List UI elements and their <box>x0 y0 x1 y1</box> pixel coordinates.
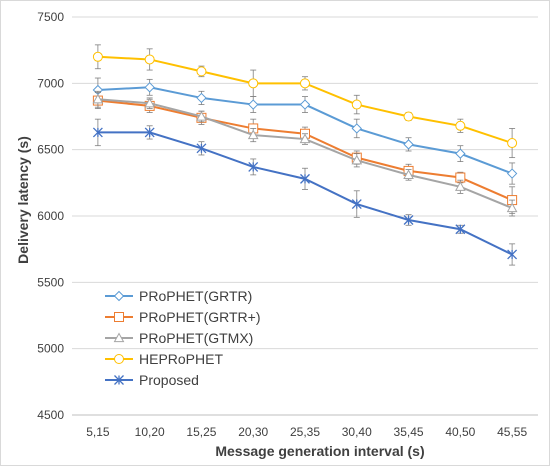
series-prophet-grtr- <box>92 77 518 185</box>
y-tick-label: 6000 <box>37 209 64 223</box>
circle-marker <box>114 354 124 364</box>
circle-marker <box>144 54 155 65</box>
square-marker <box>114 312 124 322</box>
y-tick-label: 7000 <box>37 76 64 90</box>
circle-marker <box>196 66 207 77</box>
y-tick-label: 4500 <box>37 408 64 422</box>
diamond-marker <box>144 82 155 93</box>
diamond-marker <box>113 290 125 302</box>
circle-marker <box>92 51 103 62</box>
star-marker <box>196 143 207 154</box>
triangle-marker <box>196 110 207 121</box>
circle-marker <box>507 138 518 149</box>
y-tick-label: 5000 <box>37 342 64 356</box>
series-heprophet <box>92 44 518 159</box>
legend-item: Proposed <box>105 372 199 388</box>
series-group <box>92 44 518 266</box>
triangle-marker <box>351 154 363 165</box>
star-marker <box>114 375 124 385</box>
circle-marker <box>248 78 259 89</box>
legend-item: PRoPHET(GRTR) <box>105 288 252 304</box>
legend-item: PRoPHET(GTMX) <box>105 330 253 346</box>
triangle-marker <box>454 181 466 191</box>
star-marker <box>92 127 103 138</box>
x-tick-label: 5,15 <box>86 425 110 439</box>
diamond-marker <box>403 139 414 150</box>
x-tick-label: 35,45 <box>394 425 424 439</box>
x-tick-label: 10,20 <box>135 425 165 439</box>
triangle-marker <box>299 133 311 144</box>
legend-label: PRoPHET(GRTR) <box>139 288 252 304</box>
star-marker <box>507 249 518 260</box>
star-marker <box>403 215 414 225</box>
triangle-marker <box>403 169 414 179</box>
y-axis-ticks: 4500 5000 5500 6000 6500 7000 7500 <box>37 10 64 422</box>
circle-marker <box>300 78 310 89</box>
y-axis-title: Delivery latency (s) <box>15 136 31 264</box>
star-marker <box>248 161 259 172</box>
triangle-marker <box>506 202 518 213</box>
triangle-marker <box>92 93 104 104</box>
x-tick-label: 25,35 <box>290 425 320 439</box>
diamond-marker <box>455 148 466 159</box>
x-tick-label: 15,25 <box>186 425 216 439</box>
x-axis-title: Message generation interval (s) <box>215 443 424 459</box>
x-axis-ticks: 5,15 10,20 15,25 20,30 25,35 30,40 35,45 40,50 4… <box>86 425 527 439</box>
diamond-marker <box>248 99 259 110</box>
y-tick-label: 6500 <box>37 143 64 157</box>
triangle-marker <box>144 97 156 108</box>
y-tick-label: 7500 <box>37 10 64 24</box>
x-tick-label: 45,55 <box>497 425 527 439</box>
diamond-marker <box>351 123 362 134</box>
circle-marker <box>455 120 466 131</box>
circle-marker <box>403 111 414 122</box>
diamond-marker <box>196 92 207 104</box>
star-marker <box>144 127 155 138</box>
legend: PRoPHET(GRTR) PRoPHET(GRTR+) PRoPHET(GTMX)… <box>105 288 260 388</box>
x-tick-label: 40,50 <box>445 425 475 439</box>
star-marker <box>351 199 362 210</box>
series-proposed <box>92 118 518 266</box>
x-tick-label: 30,40 <box>342 425 372 439</box>
x-tick-label: 20,30 <box>238 425 268 439</box>
diamond-marker <box>299 99 311 110</box>
triangle-marker <box>247 129 259 140</box>
series-prophet-gtmx- <box>92 90 518 217</box>
legend-label: PRoPHET(GTMX) <box>139 330 253 346</box>
star-marker <box>300 173 310 184</box>
circle-marker <box>351 99 362 110</box>
diamond-marker <box>506 168 518 179</box>
legend-item: PRoPHET(GRTR+) <box>105 309 260 325</box>
triangle-marker <box>113 332 125 343</box>
legend-label: PRoPHET(GRTR+) <box>139 309 260 325</box>
legend-label: Proposed <box>139 372 199 388</box>
y-tick-label: 5500 <box>37 275 64 289</box>
legend-item: HEPRoPHET <box>105 351 223 367</box>
star-marker <box>455 224 466 235</box>
legend-label: HEPRoPHET <box>139 351 223 367</box>
